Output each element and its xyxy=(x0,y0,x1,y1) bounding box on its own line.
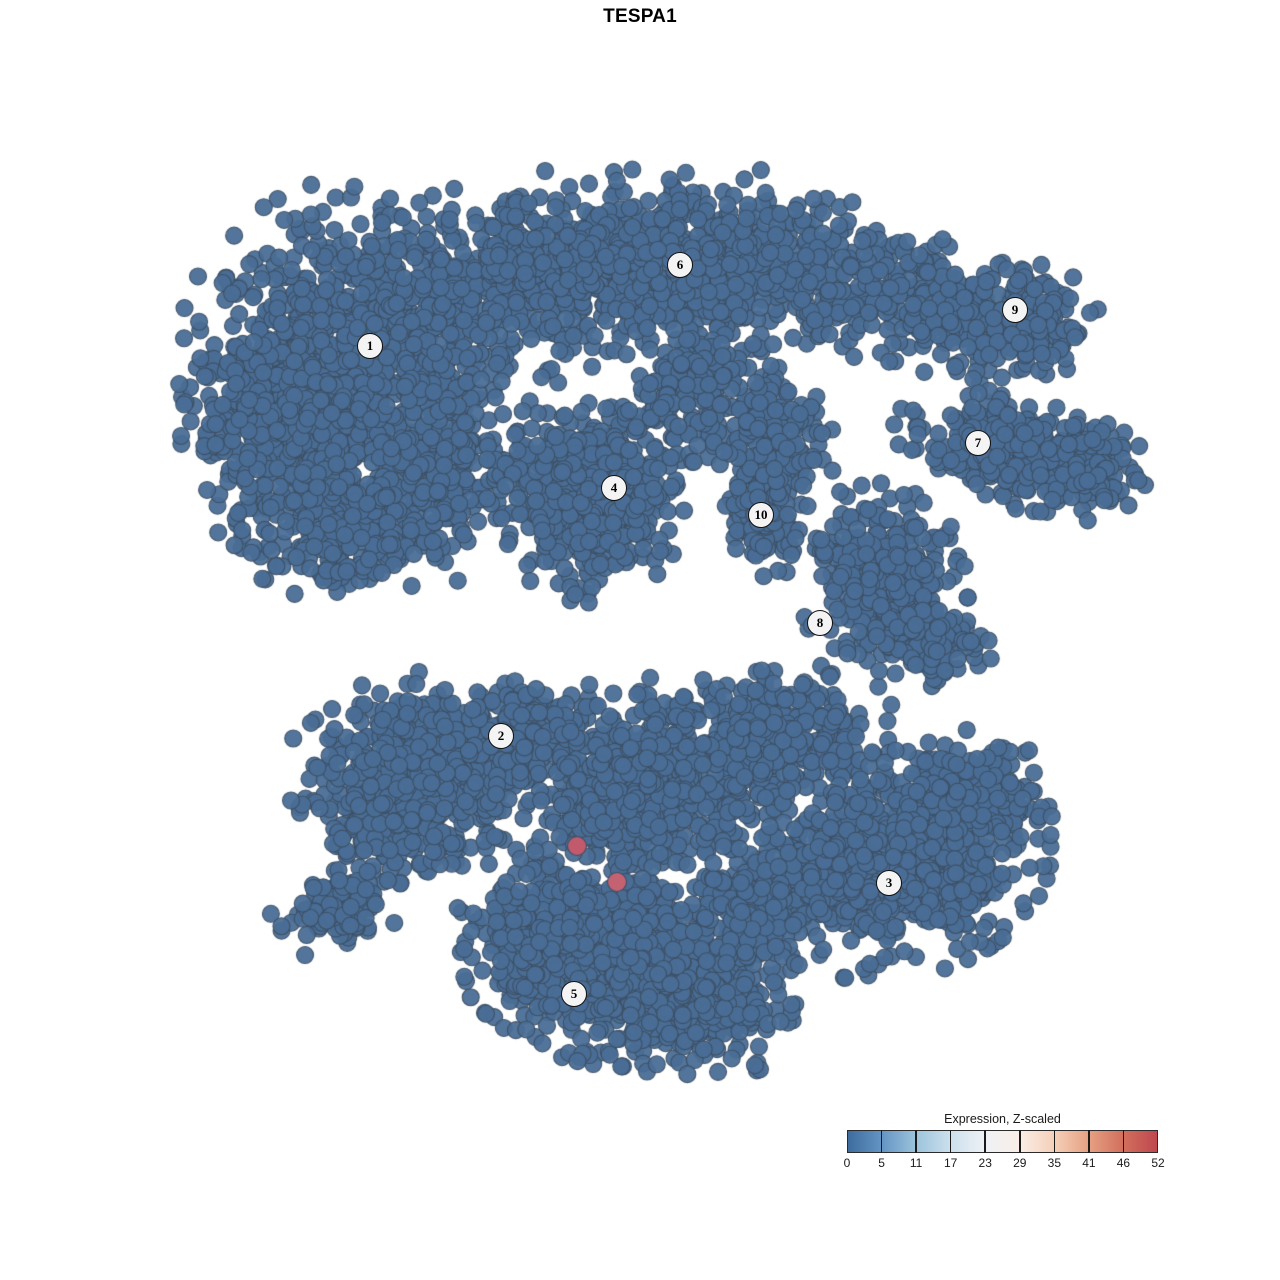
colorbar-tick-label: 11 xyxy=(909,1156,923,1170)
colorbar-tick-label: 29 xyxy=(1013,1156,1027,1170)
colorbar-tick-label: 35 xyxy=(1047,1156,1062,1170)
colorbar-tick-label: 5 xyxy=(878,1156,885,1170)
colorbar-tick-mark xyxy=(1088,1130,1090,1153)
cluster-label-text: 6 xyxy=(676,257,684,272)
colorbar-legend: Expression, Z-scaled 0 5 11 17 23 29 35 41 46 52 xyxy=(843,1112,1165,1174)
cluster-label-text: 9 xyxy=(1011,302,1019,317)
colorbar-tick-mark xyxy=(880,1130,883,1153)
cluster-label-3[interactable]: 3 xyxy=(876,870,902,896)
colorbar-tick-mark xyxy=(1053,1130,1056,1153)
cluster-label-text: 7 xyxy=(974,435,982,450)
cluster-label-1[interactable]: 1 xyxy=(357,333,383,359)
cluster-label-text: 8 xyxy=(816,615,824,630)
cluster-label-text: 3 xyxy=(885,875,893,890)
colorbar-tick-mark xyxy=(915,1130,917,1153)
cluster-label-text: 2 xyxy=(497,728,505,743)
colorbar-tick-label: 0 xyxy=(843,1156,851,1170)
colorbar-tick-mark xyxy=(1122,1130,1125,1153)
colorbar-tick-label: 46 xyxy=(1116,1156,1131,1170)
colorbar-title: Expression, Z-scaled xyxy=(944,1112,1061,1126)
cluster-label-text: 10 xyxy=(754,507,768,522)
cluster-label-4[interactable]: 4 xyxy=(601,475,627,501)
cluster-label-5[interactable]: 5 xyxy=(561,981,587,1007)
colorbar-tick-label: 52 xyxy=(1151,1156,1165,1170)
cluster-label-7[interactable]: 7 xyxy=(965,430,991,456)
cluster-label-2[interactable]: 2 xyxy=(488,723,514,749)
colorbar-tick-mark xyxy=(949,1130,952,1153)
cluster-label-10[interactable]: 10 xyxy=(748,502,774,528)
colorbar-tick-label: 17 xyxy=(943,1156,958,1170)
cluster-label-text: 4 xyxy=(610,480,618,495)
colorbar-tick-label: 41 xyxy=(1082,1156,1096,1170)
colorbar-gradient xyxy=(847,1130,1158,1153)
cluster-label-text: 5 xyxy=(570,986,578,1001)
colorbar-tick-label: 23 xyxy=(978,1156,992,1170)
cluster-label-6[interactable]: 6 xyxy=(667,252,693,278)
cluster-label-8[interactable]: 8 xyxy=(807,610,833,636)
cluster-label-9[interactable]: 9 xyxy=(1002,297,1028,323)
cluster-label-text: 1 xyxy=(366,338,374,353)
colorbar-tick-mark xyxy=(984,1130,987,1153)
colorbar-tick-mark xyxy=(1018,1130,1021,1153)
